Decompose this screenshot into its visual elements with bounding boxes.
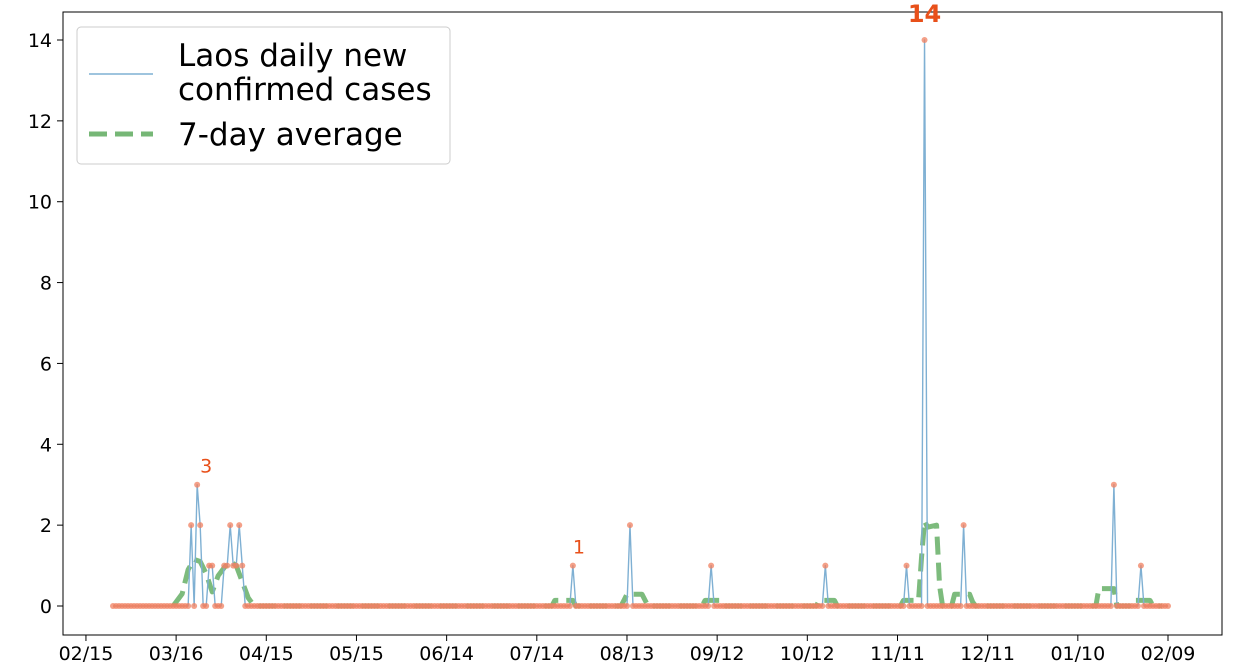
data-label: 1 <box>573 537 585 559</box>
x-tick-label: 09/12 <box>690 643 745 665</box>
y-tick-label: 14 <box>28 30 52 52</box>
legend-label-daily-line1: Laos daily new <box>178 38 407 74</box>
legend-label-daily-line2: confirmed cases <box>178 72 432 108</box>
x-tick-label: 08/13 <box>600 643 655 665</box>
data-point <box>822 562 829 569</box>
legend-box <box>76 26 451 165</box>
data-point <box>236 522 243 529</box>
data-label: 14 <box>908 0 941 28</box>
y-tick-label: 8 <box>40 273 52 295</box>
data-point <box>1165 603 1171 609</box>
data-point <box>957 603 964 609</box>
x-tick-label: 10/12 <box>780 643 835 665</box>
data-point <box>566 603 573 609</box>
y-axis: 0 2 4 6 8 10 12 14 <box>28 30 63 618</box>
data-point <box>903 562 910 569</box>
data-label: 3 <box>200 456 212 478</box>
data-point <box>1110 481 1117 488</box>
data-point <box>1137 562 1144 569</box>
data-point <box>239 562 246 569</box>
data-point <box>626 522 633 529</box>
x-axis: 02/15 03/16 04/15 05/15 06/14 07/14 08/13 09/12… <box>59 635 1196 665</box>
y-tick-label: 12 <box>28 111 52 133</box>
legend-label-average: 7-day average <box>178 117 403 153</box>
data-point <box>188 522 195 529</box>
data-point <box>900 603 907 609</box>
data-point <box>185 603 192 609</box>
x-tick-label: 01/10 <box>1050 643 1105 665</box>
series-layer <box>110 37 1171 609</box>
data-point <box>218 603 225 609</box>
data-point <box>194 481 201 488</box>
data-point <box>203 603 210 609</box>
y-tick-label: 4 <box>40 434 52 456</box>
x-tick-label: 02/15 <box>59 643 114 665</box>
data-point <box>623 603 630 609</box>
x-tick-label: 05/15 <box>329 643 384 665</box>
data-point <box>819 603 826 609</box>
x-tick-label: 06/14 <box>419 643 474 665</box>
data-point <box>1107 603 1114 609</box>
x-tick-label: 02/09 <box>1141 643 1196 665</box>
x-tick-label: 03/16 <box>149 643 204 665</box>
y-tick-label: 6 <box>40 353 52 375</box>
data-point <box>708 562 715 569</box>
data-point <box>197 522 204 529</box>
x-tick-label: 11/11 <box>870 643 925 665</box>
x-tick-label: 07/14 <box>509 643 564 665</box>
data-point <box>921 37 928 43</box>
data-point <box>569 562 576 569</box>
annotation-layer: 3 1 14 <box>200 0 941 559</box>
data-point <box>224 562 231 569</box>
data-point <box>209 562 216 569</box>
data-point <box>960 522 967 529</box>
x-tick-label: 12/11 <box>960 643 1015 665</box>
legend: Laos daily new confirmed cases 7-day ave… <box>76 26 451 165</box>
y-tick-label: 0 <box>40 596 52 618</box>
data-point <box>191 603 198 609</box>
y-tick-label: 10 <box>28 192 52 214</box>
data-point <box>1134 603 1141 609</box>
data-point <box>705 603 712 609</box>
x-tick-label: 04/15 <box>239 643 294 665</box>
data-point <box>918 603 925 609</box>
y-tick-label: 2 <box>40 515 52 537</box>
data-point <box>233 562 240 569</box>
data-point <box>227 522 234 529</box>
